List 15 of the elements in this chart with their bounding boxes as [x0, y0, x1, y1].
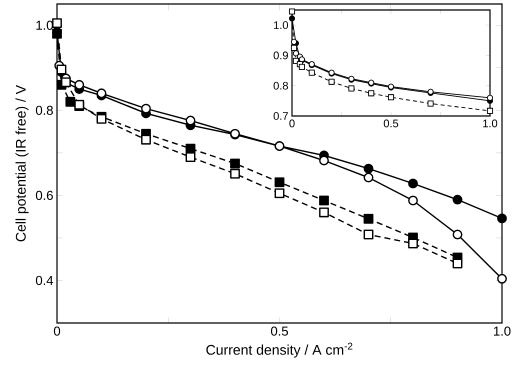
- y-tick-label: 0.7: [274, 112, 288, 120]
- x-axis-title: Current density / A cm$^{-2}$: [206, 342, 352, 358]
- y-tick-label: 0.9: [274, 52, 288, 60]
- x-tick-label: 0: [54, 326, 60, 336]
- x-tick-label: 0: [289, 120, 295, 128]
- y-axis-title: Cell potential (IR free) / V: [15, 84, 29, 242]
- y-tick-label: 1.0: [274, 21, 288, 30]
- y-tick-label: 0.8: [274, 82, 288, 90]
- x-tick-label: 1.0: [494, 326, 511, 336]
- x-tick-label: 1.0: [483, 120, 498, 128]
- y-tick-label: 0.8: [36, 106, 53, 115]
- x-tick-label: 0.5: [384, 120, 398, 128]
- y-tick-label: 0.4: [36, 276, 54, 286]
- y-tick-label: 0.6: [36, 190, 53, 200]
- x-tick-label: 0.5: [270, 326, 288, 336]
